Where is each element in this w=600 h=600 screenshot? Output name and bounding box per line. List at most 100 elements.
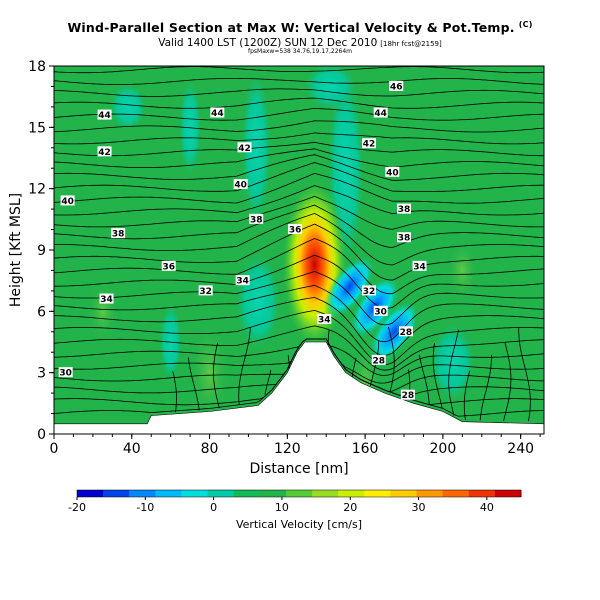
run-info: fpsMaxw=538 34.76,19.17,2264m xyxy=(247,48,353,55)
page-subtitle: Valid 1400 LST (1200Z) SUN 12 Dec 2010 [1… xyxy=(158,37,442,49)
colorbar-tick-label: 20 xyxy=(343,501,357,514)
w-downdraft-core xyxy=(368,300,420,364)
contour-label-bg xyxy=(99,293,114,304)
contour-label-bg xyxy=(237,142,252,153)
contour-label-bg xyxy=(97,109,112,120)
contour-label: 38 xyxy=(249,213,264,225)
contour-label-text: 28 xyxy=(402,391,415,401)
colorbar-tick-label: -10 xyxy=(136,501,154,514)
contour-label: 32 xyxy=(362,285,376,297)
colorbar-swatch xyxy=(129,490,156,497)
contour-label-bg xyxy=(385,166,400,177)
x-tick-label: 80 xyxy=(201,441,219,457)
contour-label-bg xyxy=(389,80,404,91)
theta-isentrope xyxy=(54,325,544,371)
contour-label-bg xyxy=(60,195,75,206)
theta-low-level-contour xyxy=(503,342,512,421)
contour-label-text: 30 xyxy=(59,369,72,379)
theta-low-level-contour xyxy=(419,354,430,405)
contour-label: 34 xyxy=(412,260,427,272)
contour-label: 44 xyxy=(210,107,225,119)
y-tick-label: 3 xyxy=(37,366,46,382)
contour-label-text: 42 xyxy=(238,144,251,154)
colorbar-frame xyxy=(76,489,522,498)
contour-label-text: 44 xyxy=(211,109,224,119)
contour-label-text: 32 xyxy=(199,287,212,297)
y-tick-label: 12 xyxy=(28,182,46,198)
theta-isentrope xyxy=(54,97,544,109)
contour-label-text: 40 xyxy=(61,197,74,207)
theta-low-level-contour xyxy=(388,326,395,393)
theta-isentrope xyxy=(54,284,544,343)
theta-low-level-contour xyxy=(351,357,357,379)
contour-label-text: 40 xyxy=(386,168,399,178)
theta-low-level-contour xyxy=(479,354,492,421)
colorbar-swatch xyxy=(312,490,339,497)
colorbar-title: Vertical Velocity [cm/s] xyxy=(236,518,362,531)
colorbar-swatch xyxy=(103,490,130,497)
colorbar-swatch xyxy=(442,490,470,497)
contour-label: 38 xyxy=(397,232,411,244)
theta-isentrope xyxy=(54,148,544,168)
contour-label: 28 xyxy=(371,354,386,366)
contour-label-text: 34 xyxy=(413,262,426,272)
contour-label: 42 xyxy=(237,142,252,154)
contour-label-text: 44 xyxy=(98,111,111,121)
theta-isentrope xyxy=(54,120,544,133)
theta-isentrope xyxy=(54,107,544,121)
vertical-velocity-field xyxy=(87,66,478,424)
colorbar-swatch xyxy=(416,490,444,497)
contour-label: 32 xyxy=(198,285,213,297)
contour-label-bg xyxy=(249,213,264,224)
contour-label-bg xyxy=(412,260,427,271)
contour-label-bg xyxy=(111,228,126,239)
theta-isentrope xyxy=(54,204,544,248)
theta-low-level-contour xyxy=(172,371,177,413)
theta-isentrope xyxy=(54,212,544,266)
contour-label-text: 42 xyxy=(98,148,111,158)
colorbar-tick-label: -20 xyxy=(68,501,86,514)
contour-label-bg xyxy=(210,107,225,118)
contour-label-bg xyxy=(233,179,248,190)
y-tick-label: 9 xyxy=(37,243,46,259)
x-tick-label: 0 xyxy=(50,441,59,457)
contour-label-text: 40 xyxy=(234,181,247,191)
contour-label: 40 xyxy=(233,179,248,191)
contour-label-bg xyxy=(362,285,376,296)
x-axis: 0 40 80 120 160 200 240 xyxy=(50,434,541,457)
w-light-region xyxy=(190,321,229,424)
contour-label-bg xyxy=(235,275,250,286)
theta-isentrope xyxy=(54,132,544,145)
contour-label-text: 34 xyxy=(100,295,113,305)
colorbar: -20 -10 0 10 20 30 40 xyxy=(68,489,522,514)
contour-label-text: 42 xyxy=(363,140,376,150)
w-light-region xyxy=(87,280,119,343)
theta-isentrope xyxy=(54,78,544,85)
contour-label: 44 xyxy=(97,109,112,121)
theta-low-level-contour xyxy=(432,342,443,409)
contour-label: 34 xyxy=(317,314,332,326)
potential-temperature-contours xyxy=(54,66,544,422)
theta-isentrope xyxy=(54,270,544,326)
theta-low-level-contour xyxy=(448,329,459,416)
contour-label: 36 xyxy=(288,224,303,236)
colorbar-swatch xyxy=(338,490,365,497)
contour-label-text: 30 xyxy=(374,307,387,317)
y-axis: 0 3 6 9 12 15 18 xyxy=(28,59,54,443)
contour-label: 28 xyxy=(398,326,413,338)
contour-label: 40 xyxy=(60,195,75,207)
theta-isentrope xyxy=(54,66,544,74)
y-axis-title: Height [Kft MSL] xyxy=(8,193,24,307)
page-title: Wind-Parallel Section at Max W: Vertical… xyxy=(67,20,533,35)
contour-label-text: 38 xyxy=(398,234,411,244)
colorbar-swatch xyxy=(207,490,235,497)
contour-label: 34 xyxy=(235,275,250,287)
contour-label: 38 xyxy=(111,228,126,240)
y-tick-label: 6 xyxy=(37,304,46,320)
w-weak-updraft-region xyxy=(178,76,202,179)
theta-isentrope xyxy=(54,154,544,181)
contour-label-bg xyxy=(58,367,73,378)
theta-isentrope xyxy=(54,88,544,97)
colorbar-swatch xyxy=(155,490,182,497)
